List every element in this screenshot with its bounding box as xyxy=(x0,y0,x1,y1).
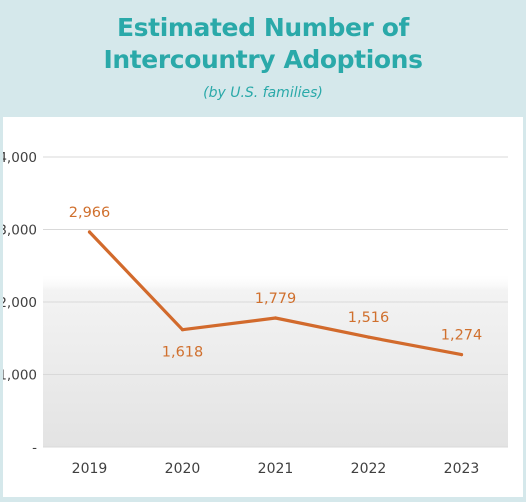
chart-subtitle: (by U.S. families) xyxy=(203,85,323,101)
data-label: 2,966 xyxy=(69,205,111,221)
data-label: 1,516 xyxy=(348,310,390,326)
y-tick-label: - xyxy=(32,440,37,456)
chart-title: Estimated Number of Intercountry Adoptio… xyxy=(0,12,526,76)
data-label: 1,779 xyxy=(255,291,297,307)
x-tick-label: 2019 xyxy=(72,461,108,477)
y-tick-label: 1,000 xyxy=(3,368,37,384)
line-chart: - 1,000 2,000 3,000 4,000 2019 2020 2021 2022 20… xyxy=(3,150,508,477)
data-label: 1,274 xyxy=(441,328,483,344)
data-point xyxy=(180,328,185,332)
data-point xyxy=(459,353,464,357)
data-label: 1,618 xyxy=(162,345,204,361)
y-tick-label: 3,000 xyxy=(3,223,37,239)
chart-header: Estimated Number of Intercountry Adoptio… xyxy=(0,0,526,117)
x-tick-label: 2020 xyxy=(165,461,201,477)
data-point xyxy=(366,335,371,339)
data-point xyxy=(87,230,92,234)
x-tick-label: 2022 xyxy=(351,461,387,477)
chart-title-line-1: Estimated Number of xyxy=(116,13,409,42)
y-tick-label: 4,000 xyxy=(3,150,37,166)
chart-panel: - 1,000 2,000 3,000 4,000 2019 2020 2021 2022 20… xyxy=(3,117,523,497)
x-tick-label: 2023 xyxy=(444,461,480,477)
x-tick-label: 2021 xyxy=(258,461,294,477)
chart-title-line-2: Intercountry Adoptions xyxy=(103,45,423,74)
data-point xyxy=(273,316,278,320)
y-tick-label: 2,000 xyxy=(3,295,37,311)
